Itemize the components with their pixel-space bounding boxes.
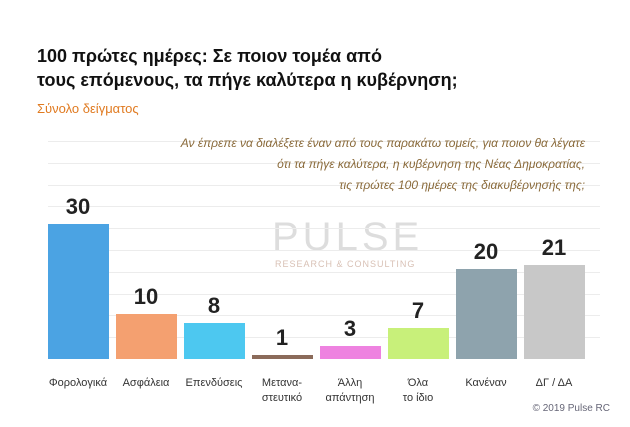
bar [523, 264, 585, 359]
watermark: RESEARCH & CONSULTING [275, 259, 416, 269]
value-label: 30 [65, 194, 91, 219]
bar [47, 224, 109, 359]
x-tick-label: Κανέναν [465, 377, 507, 389]
bar [319, 345, 381, 359]
bar [455, 269, 517, 359]
value-label: 20 [473, 239, 499, 264]
x-tick-label: ΔΓ / ΔΑ [535, 377, 573, 389]
chart-title: τους επόμενους, τα πήγε καλύτερα η κυβέρ… [37, 70, 458, 90]
value-label: 21 [541, 234, 567, 260]
grid-line [48, 228, 600, 230]
grid-line [48, 250, 600, 251]
source: © 2019 Pulse RC [532, 403, 610, 414]
question: ότι τα πήγε καλύτερα, η κυβέρνηση της Νέ… [277, 157, 585, 171]
value-label: 7 [411, 297, 425, 323]
x-tick-label: Μετανα- στευτικό [261, 377, 303, 404]
question: Αν έπρεπε να διαλέξετε έναν από τους παρ… [180, 136, 585, 150]
grid-line [48, 206, 600, 208]
value-label: 3 [343, 315, 357, 341]
grid-line [48, 141, 600, 142]
value-label: 10 [133, 284, 159, 309]
bar [251, 354, 313, 359]
value-label: 8 [207, 293, 221, 318]
chart-title: 100 πρώτες ημέρες: Σε ποιον τομέα από [37, 46, 382, 66]
x-tick-label: Ασφάλεια [122, 377, 170, 389]
watermark: PULSE [272, 215, 424, 259]
grid-line [48, 162, 600, 164]
bar [387, 327, 449, 359]
grid-line [48, 293, 600, 295]
x-tick-label: Φορολογικά [48, 377, 108, 389]
x-tick-label: Άλλη απάντηση [325, 377, 375, 404]
subtitle: Σύνολο δείγματος [37, 101, 139, 116]
grid-line [48, 315, 600, 317]
question: τις πρώτες 100 ημέρες της διακυβέρνησής … [339, 178, 585, 192]
grid-line [48, 337, 600, 339]
grid-line [48, 184, 600, 186]
x-tick-label: Όλα το ίδιο [402, 377, 434, 404]
x-tick-label: Επενδύσεις [185, 377, 243, 389]
bar [183, 323, 245, 359]
value-label: 1 [275, 324, 289, 350]
bar [115, 314, 177, 359]
grid-line [48, 271, 600, 273]
